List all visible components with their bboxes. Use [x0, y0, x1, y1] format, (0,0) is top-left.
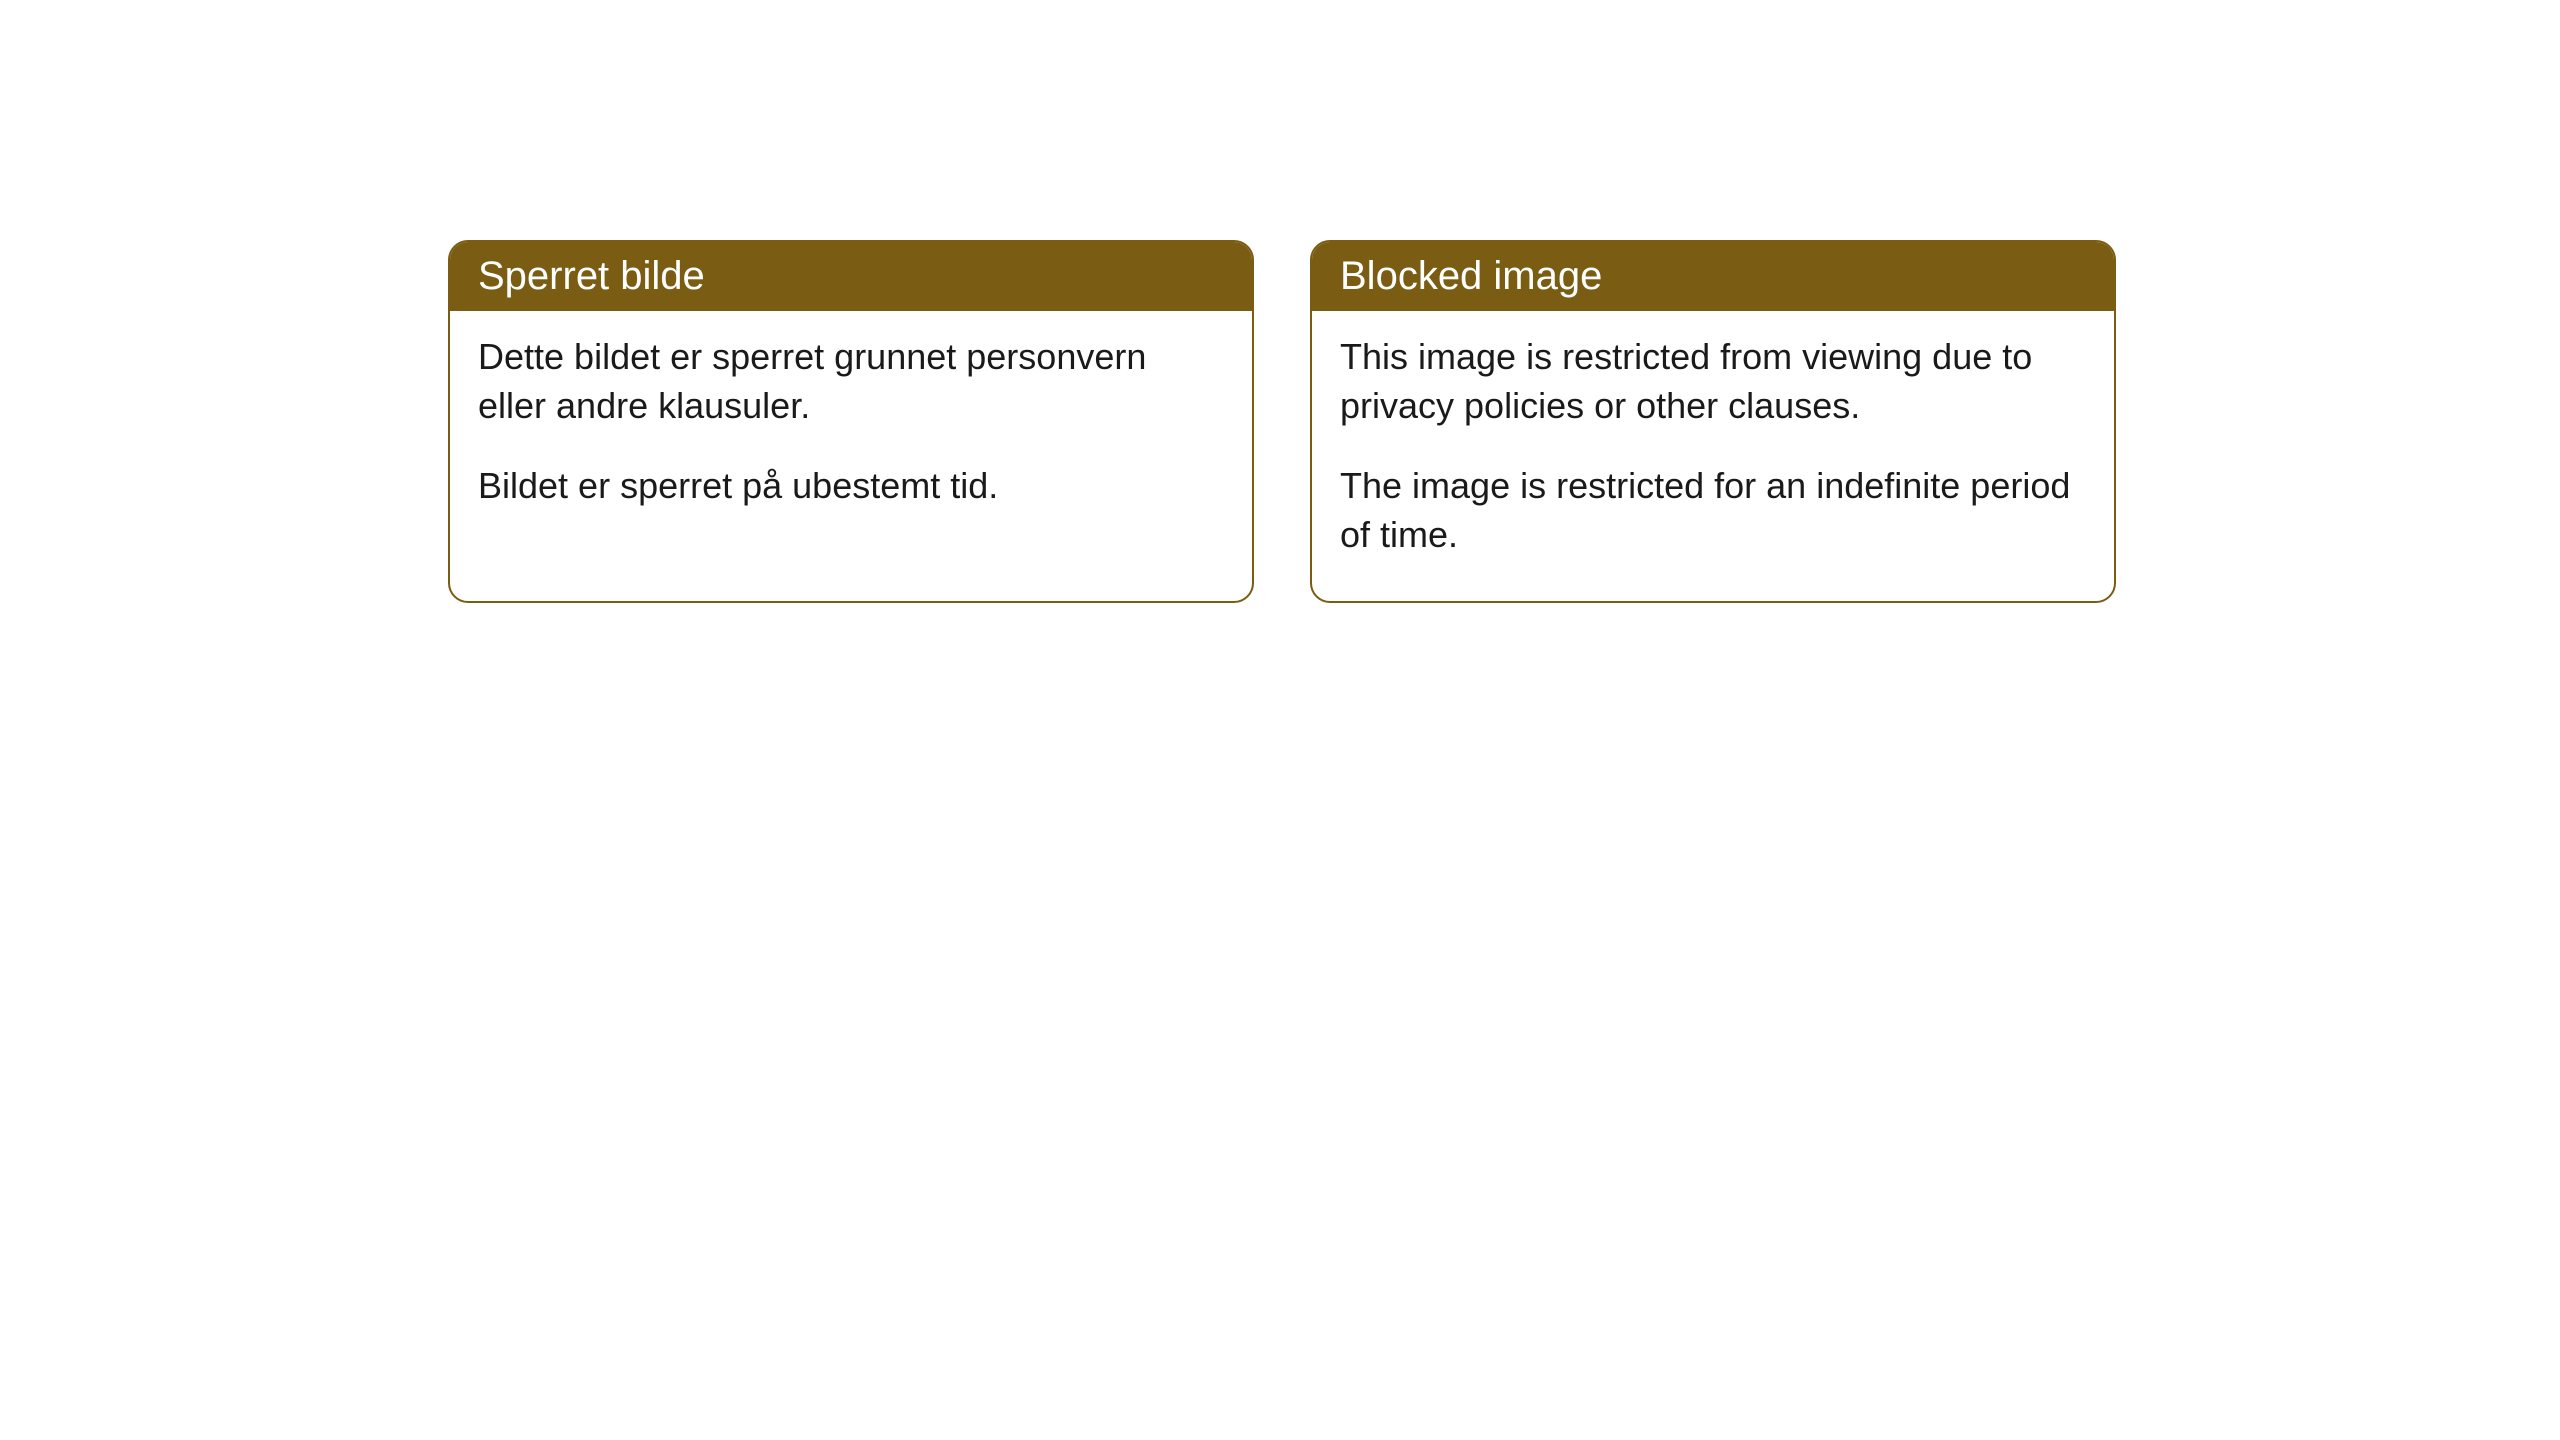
card-paragraph: The image is restricted for an indefinit… [1340, 462, 2086, 559]
card-title: Sperret bilde [478, 254, 705, 298]
card-paragraph: Dette bildet er sperret grunnet personve… [478, 333, 1224, 430]
notice-card-norwegian: Sperret bilde Dette bildet er sperret gr… [448, 240, 1254, 603]
card-header: Blocked image [1312, 242, 2114, 311]
notice-cards-container: Sperret bilde Dette bildet er sperret gr… [448, 240, 2116, 603]
card-body: This image is restricted from viewing du… [1312, 311, 2114, 601]
card-paragraph: Bildet er sperret på ubestemt tid. [478, 462, 1224, 511]
card-title: Blocked image [1340, 254, 1602, 298]
card-body: Dette bildet er sperret grunnet personve… [450, 311, 1252, 553]
notice-card-english: Blocked image This image is restricted f… [1310, 240, 2116, 603]
card-header: Sperret bilde [450, 242, 1252, 311]
card-paragraph: This image is restricted from viewing du… [1340, 333, 2086, 430]
